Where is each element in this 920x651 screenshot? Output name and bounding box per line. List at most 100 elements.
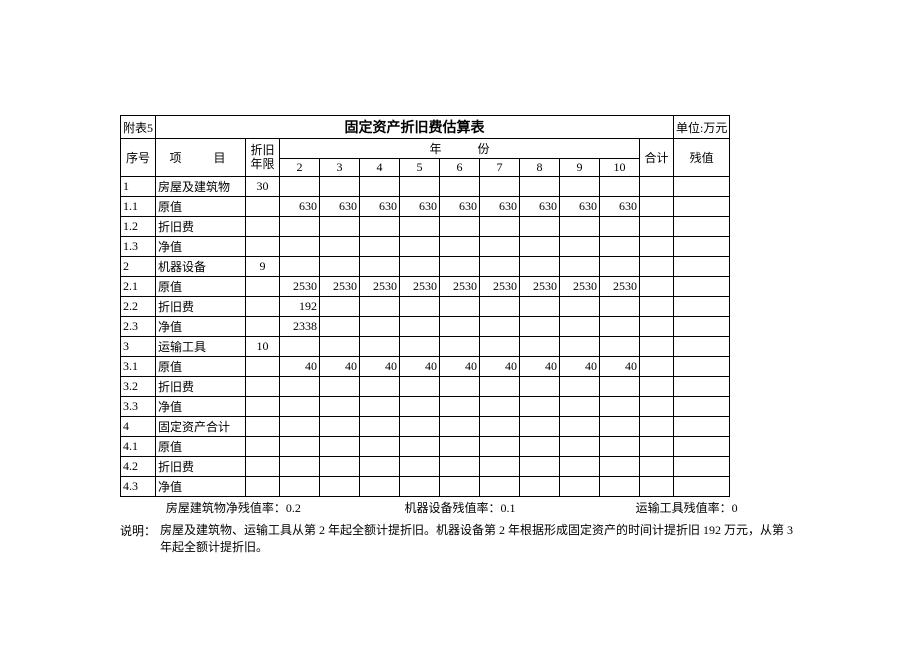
cell-sum [640, 377, 674, 397]
cell-life [246, 357, 280, 377]
cell-val [360, 337, 400, 357]
cell-seq: 2.1 [121, 277, 156, 297]
cell-val [360, 417, 400, 437]
cell-val [280, 377, 320, 397]
cell-sum [640, 177, 674, 197]
cell-val [560, 437, 600, 457]
cell-val [480, 297, 520, 317]
cell-val [600, 337, 640, 357]
cell-val [600, 257, 640, 277]
cell-val [320, 237, 360, 257]
cell-val [360, 477, 400, 497]
cell-val [320, 177, 360, 197]
cell-life [246, 477, 280, 497]
cell-val [360, 177, 400, 197]
cell-val [440, 297, 480, 317]
cell-res [674, 437, 730, 457]
cell-val [280, 457, 320, 477]
cell-item: 净值 [156, 477, 246, 497]
cell-val [560, 457, 600, 477]
cell-val [480, 477, 520, 497]
cell-sum [640, 297, 674, 317]
cell-val [440, 337, 480, 357]
cell-val [320, 337, 360, 357]
cell-res [674, 177, 730, 197]
cell-val: 40 [360, 357, 400, 377]
cell-val: 630 [400, 197, 440, 217]
cell-val [560, 177, 600, 197]
cell-val [320, 377, 360, 397]
cell-val: 630 [280, 197, 320, 217]
cell-seq: 2.2 [121, 297, 156, 317]
cell-val [520, 377, 560, 397]
cell-val: 40 [480, 357, 520, 377]
cell-val [400, 317, 440, 337]
cell-val [520, 397, 560, 417]
cell-res [674, 217, 730, 237]
cell-seq: 1 [121, 177, 156, 197]
cell-sum [640, 477, 674, 497]
cell-life: 30 [246, 177, 280, 197]
cell-val [480, 257, 520, 277]
cell-val [520, 257, 560, 277]
hdr-seq: 序号 [121, 139, 156, 177]
cell-val [440, 477, 480, 497]
cell-val: 40 [400, 357, 440, 377]
cell-val [400, 337, 440, 357]
cell-val [400, 457, 440, 477]
cell-val [360, 457, 400, 477]
cell-item: 运输工具 [156, 337, 246, 357]
cell-val [400, 417, 440, 437]
table-row: 4固定资产合计 [121, 417, 730, 437]
cell-val [400, 477, 440, 497]
table-row: 4.3净值 [121, 477, 730, 497]
cell-val [440, 257, 480, 277]
cell-item: 净值 [156, 237, 246, 257]
cell-val [560, 217, 600, 237]
cell-val: 630 [480, 197, 520, 217]
cell-life [246, 417, 280, 437]
cell-seq: 4.2 [121, 457, 156, 477]
cell-val [600, 177, 640, 197]
cell-item: 原值 [156, 437, 246, 457]
cell-val [400, 377, 440, 397]
cell-item: 折旧费 [156, 377, 246, 397]
hdr-y3: 3 [320, 159, 360, 177]
cell-item: 原值 [156, 357, 246, 377]
depreciation-table: 附表5 固定资产折旧费估算表 单位:万元 序号 项 目 折旧年限 年 份 合计 … [120, 115, 730, 497]
hdr-year-group: 年 份 [280, 139, 640, 159]
cell-seq: 3.2 [121, 377, 156, 397]
hdr-y7: 7 [480, 159, 520, 177]
cell-val [280, 257, 320, 277]
cell-res [674, 357, 730, 377]
cell-val [400, 437, 440, 457]
cell-val [400, 297, 440, 317]
table-row: 2.1原值25302530253025302530253025302530253… [121, 277, 730, 297]
cell-life [246, 297, 280, 317]
cell-res [674, 317, 730, 337]
cell-life [246, 437, 280, 457]
cell-val: 2530 [520, 277, 560, 297]
cell-val [560, 297, 600, 317]
cell-val [360, 257, 400, 277]
cell-res [674, 277, 730, 297]
cell-val [520, 217, 560, 237]
cell-val [480, 457, 520, 477]
cell-val [520, 237, 560, 257]
cell-seq: 3.3 [121, 397, 156, 417]
cell-val [320, 437, 360, 457]
cell-val: 40 [280, 357, 320, 377]
cell-val [360, 397, 400, 417]
cell-val [560, 417, 600, 437]
cell-val [280, 397, 320, 417]
cell-val [600, 417, 640, 437]
cell-val [400, 177, 440, 197]
header-row-1: 序号 项 目 折旧年限 年 份 合计 残值 [121, 139, 730, 159]
table-row: 1.1原值630630630630630630630630630 [121, 197, 730, 217]
cell-val [320, 417, 360, 437]
table-row: 4.1原值 [121, 437, 730, 457]
cell-val: 630 [600, 197, 640, 217]
cell-val [480, 177, 520, 197]
cell-val [480, 397, 520, 417]
cell-val [600, 457, 640, 477]
